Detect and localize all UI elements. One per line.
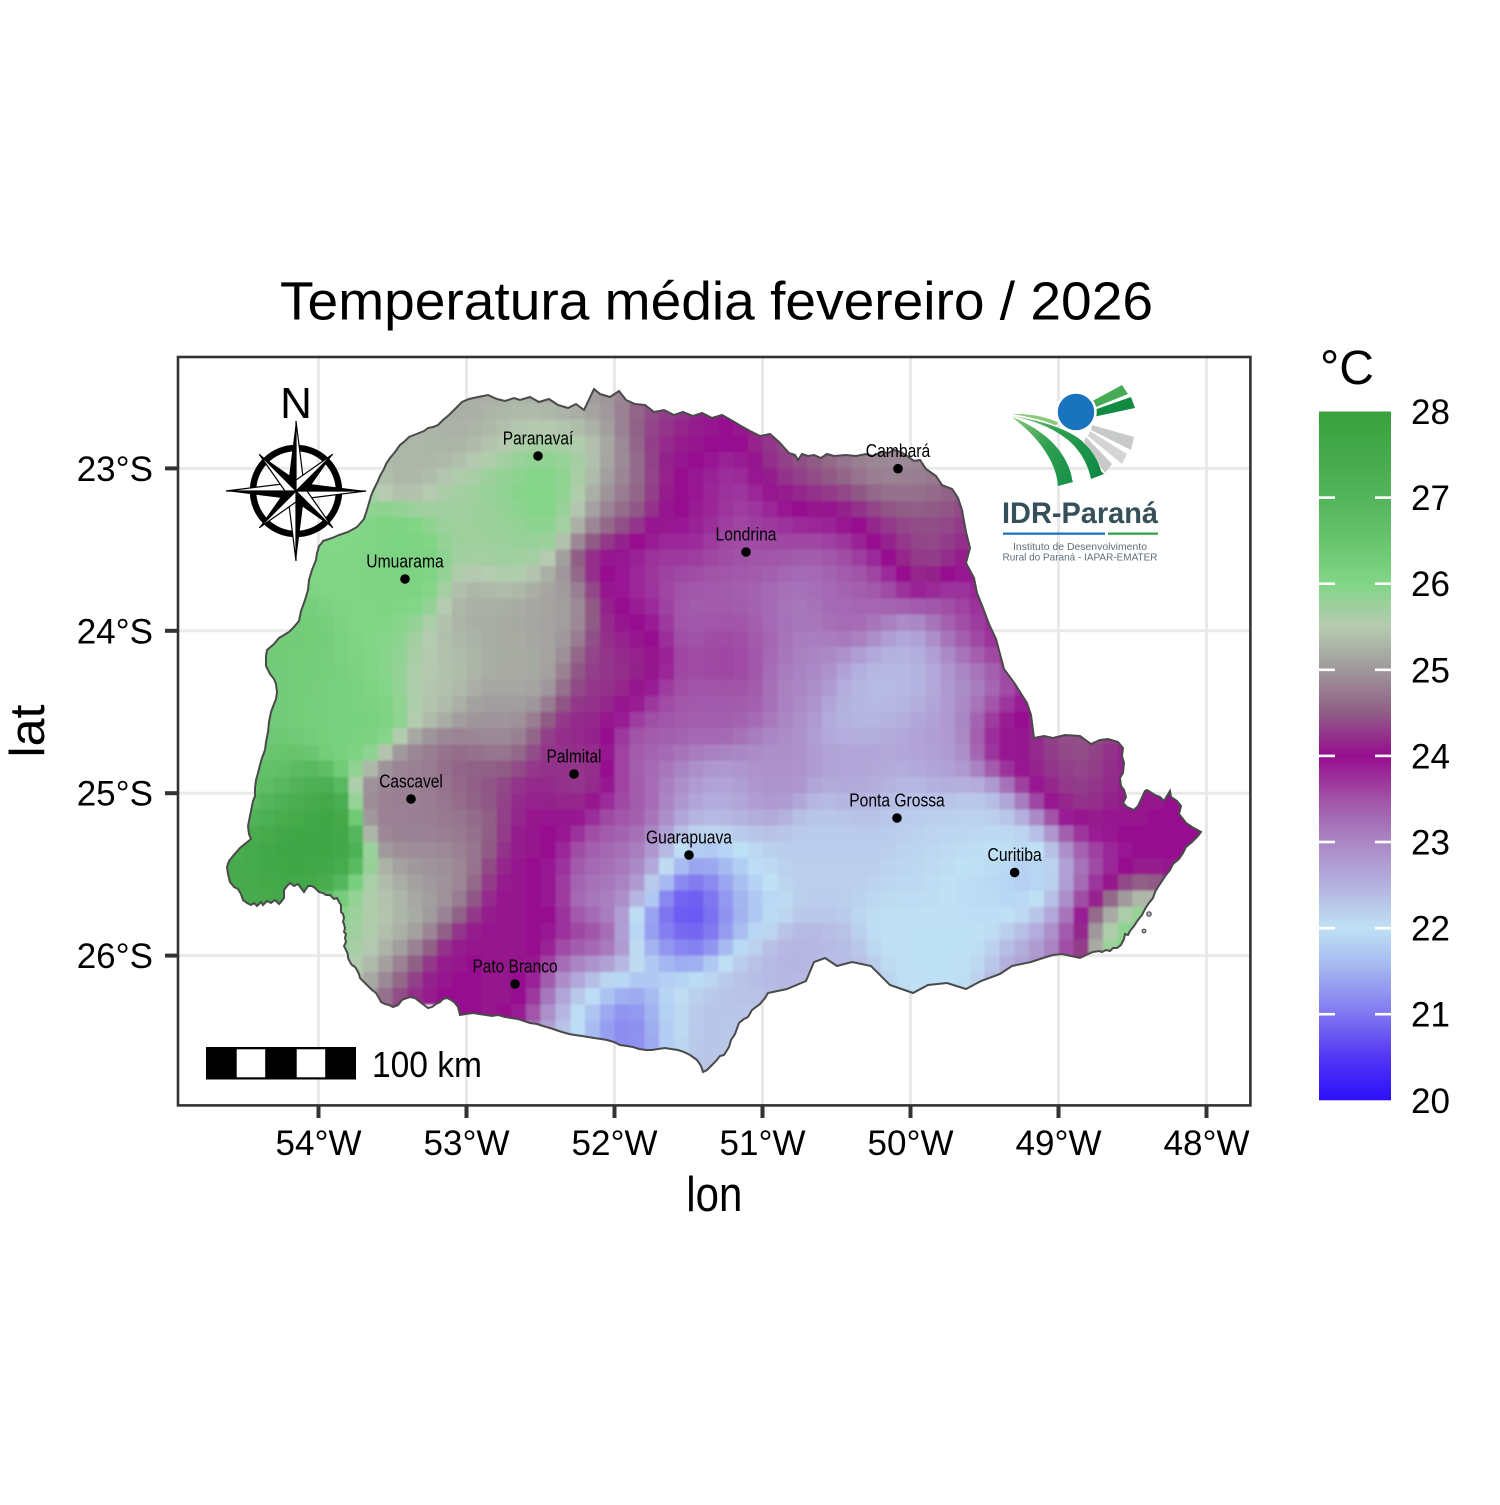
svg-text:23: 23 xyxy=(1411,824,1450,863)
svg-text:20: 20 xyxy=(1411,1082,1450,1121)
svg-text:24: 24 xyxy=(1411,737,1450,776)
svg-text:28: 28 xyxy=(1411,393,1450,432)
svg-text:21: 21 xyxy=(1411,996,1450,1035)
svg-text:27: 27 xyxy=(1411,479,1450,518)
svg-text:22: 22 xyxy=(1411,910,1450,949)
svg-text:N: N xyxy=(280,379,312,428)
svg-text:Palmital: Palmital xyxy=(547,747,602,767)
svg-text:Londrina: Londrina xyxy=(716,525,778,545)
svg-text:26: 26 xyxy=(1411,565,1450,604)
svg-text:54°W: 54°W xyxy=(276,1124,362,1163)
svg-text:24°S: 24°S xyxy=(77,612,153,651)
svg-text:Paranavaí: Paranavaí xyxy=(503,429,574,449)
svg-text:lat: lat xyxy=(1,704,55,757)
svg-text:Instituto de Desenvolvimento: Instituto de Desenvolvimento xyxy=(1013,541,1147,553)
svg-text:53°W: 53°W xyxy=(424,1124,510,1163)
svg-text:49°W: 49°W xyxy=(1016,1124,1102,1163)
svg-text:lon: lon xyxy=(686,1168,742,1222)
svg-text:25°S: 25°S xyxy=(77,775,153,814)
svg-text:50°W: 50°W xyxy=(868,1124,954,1163)
svg-text:23°S: 23°S xyxy=(77,450,153,489)
svg-text:Umuarama: Umuarama xyxy=(366,552,444,572)
svg-text:26°S: 26°S xyxy=(77,937,153,976)
svg-text:Cascavel: Cascavel xyxy=(379,772,443,792)
svg-text:Guarapuava: Guarapuava xyxy=(646,828,733,848)
svg-text:51°W: 51°W xyxy=(720,1124,806,1163)
svg-text:°C: °C xyxy=(1320,342,1374,395)
svg-text:Pato Branco: Pato Branco xyxy=(472,957,557,977)
svg-text:Cambará: Cambará xyxy=(866,441,931,461)
svg-text:Temperatura média fevereiro /: Temperatura média fevereiro / 2026 xyxy=(280,272,1153,332)
svg-text:100 km: 100 km xyxy=(372,1044,482,1085)
svg-text:52°W: 52°W xyxy=(572,1124,658,1163)
svg-text:25: 25 xyxy=(1411,651,1450,690)
svg-text:48°W: 48°W xyxy=(1164,1124,1250,1163)
svg-text:Rural do Paraná - IAPAR-EMATER: Rural do Paraná - IAPAR-EMATER xyxy=(1003,552,1158,564)
svg-text:Ponta Grossa: Ponta Grossa xyxy=(849,791,945,811)
svg-text:IDR-Paraná: IDR-Paraná xyxy=(1002,497,1158,530)
svg-text:Curitiba: Curitiba xyxy=(988,845,1043,865)
